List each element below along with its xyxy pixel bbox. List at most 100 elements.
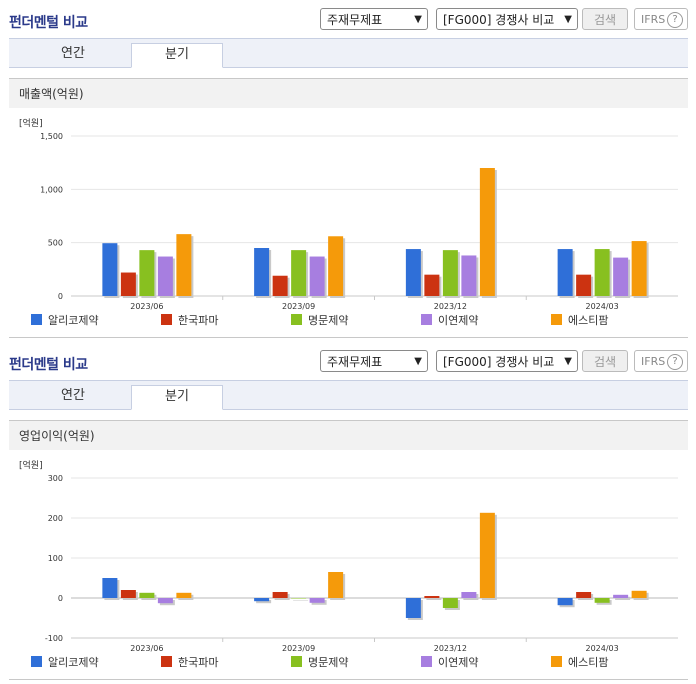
section-header: 펀더멘털 비교 주재무제표 ▼ [FG000] 경쟁사 비교 ▼ 검색 IFRS…	[0, 0, 696, 36]
legend-swatch	[291, 656, 302, 667]
statement-type-value: 주재무제표	[327, 355, 383, 369]
bar	[139, 592, 155, 598]
unit-label: [억원]	[19, 459, 43, 471]
bar	[461, 592, 477, 598]
operating-profit-chart: [억원] -100 0 100 200 300 2023/06 2023/09 2023/12 2…	[9, 450, 688, 682]
help-icon: ?	[667, 12, 683, 28]
y-tick-label: 0	[58, 292, 63, 301]
bar	[442, 250, 458, 296]
bar	[631, 590, 647, 598]
bar	[442, 598, 458, 608]
bar	[139, 250, 155, 296]
x-tick-label: 2023/12	[434, 644, 467, 653]
bar	[176, 592, 192, 598]
legend-label: 에스티팜	[568, 656, 608, 669]
legend-swatch	[291, 314, 302, 325]
section-header: 펀더멘털 비교 주재무제표 ▼ [FG000] 경쟁사 비교 ▼ 검색 IFRS…	[0, 342, 696, 378]
bar	[594, 598, 610, 603]
statement-type-value: 주재무제표	[327, 13, 383, 27]
operating-profit-chart-svg: [억원] -100 0 100 200 300 2023/06 2023/09 2023/12 2…	[19, 459, 678, 669]
bar	[254, 598, 270, 602]
revenue-chart-svg: [억원] 0 500 1,000 1,500 2023/06 2023/09 2023/12 2…	[19, 117, 678, 327]
unit-label: [억원]	[19, 117, 43, 129]
bar	[479, 168, 495, 296]
bar	[479, 512, 495, 598]
x-tick-label: 2023/12	[434, 302, 467, 311]
bar	[576, 592, 592, 598]
section-title: 펀더멘털 비교	[9, 357, 88, 373]
y-tick-label: 500	[48, 239, 63, 248]
y-tick-label: 0	[58, 594, 63, 603]
statement-type-select[interactable]: 주재무제표 ▼	[320, 350, 428, 372]
y-tick-label: 200	[48, 514, 63, 523]
section-divider	[9, 679, 688, 680]
legend-label: 한국파마	[178, 314, 218, 327]
y-tick-label: 1,500	[40, 132, 63, 141]
y-tick-label: 100	[48, 554, 63, 563]
legend-label: 이연제약	[438, 655, 478, 669]
bar	[102, 243, 118, 296]
bar	[157, 256, 173, 296]
legend-swatch	[551, 656, 562, 667]
bar	[102, 578, 118, 598]
period-tabs: 연간 분기	[9, 38, 688, 68]
legend-label: 한국파마	[178, 656, 218, 669]
bar-shadow	[615, 596, 631, 600]
comparison-group-select[interactable]: [FG000] 경쟁사 비교 ▼	[436, 8, 578, 30]
section-divider	[9, 337, 688, 338]
chevron-down-icon: ▼	[414, 14, 422, 25]
tab-annual[interactable]: 연간	[61, 388, 85, 403]
tab-annual[interactable]: 연간	[61, 46, 85, 61]
x-tick-label: 2023/09	[282, 302, 315, 311]
bar	[557, 598, 573, 606]
search-button[interactable]: 검색	[582, 8, 628, 30]
tab-quarterly[interactable]: 분기	[131, 385, 223, 410]
bar	[309, 598, 325, 603]
ifrs-label: IFRS	[641, 355, 666, 368]
bar	[272, 592, 288, 598]
bar	[157, 598, 173, 604]
legend-swatch	[551, 314, 562, 325]
tab-quarterly[interactable]: 분기	[131, 43, 223, 68]
y-tick-label: -100	[45, 634, 63, 643]
ifrs-label: IFRS	[641, 13, 666, 26]
x-tick-label: 2023/06	[130, 644, 163, 653]
period-tabs: 연간 분기	[9, 380, 688, 410]
ifrs-button[interactable]: IFRS ?	[634, 350, 688, 372]
legend-label: 알리코제약	[48, 655, 99, 669]
ifrs-button[interactable]: IFRS ?	[634, 8, 688, 30]
legend-label: 에스티팜	[568, 314, 608, 327]
bar	[557, 249, 573, 296]
bar	[291, 250, 307, 296]
help-icon: ?	[667, 354, 683, 370]
comparison-group-value: [FG000] 경쟁사 비교	[443, 355, 555, 369]
x-tick-label: 2024/03	[586, 302, 619, 311]
comparison-group-select[interactable]: [FG000] 경쟁사 비교 ▼	[436, 350, 578, 372]
bar-shadow	[426, 598, 442, 600]
bar	[631, 241, 647, 296]
legend-swatch	[421, 314, 432, 325]
bar	[424, 596, 440, 598]
bar-shadow	[293, 600, 309, 601]
bar	[291, 598, 307, 599]
comparison-group-value: [FG000] 경쟁사 비교	[443, 13, 555, 27]
legend-swatch	[161, 314, 172, 325]
bar	[176, 234, 192, 296]
chart-subheader: 영업이익(억원)	[9, 420, 688, 450]
bar	[405, 598, 421, 618]
legend-label: 알리코제약	[48, 313, 99, 327]
section-title: 펀더멘털 비교	[9, 15, 88, 31]
statement-type-select[interactable]: 주재무제표 ▼	[320, 8, 428, 30]
chevron-down-icon: ▼	[414, 356, 422, 367]
chevron-down-icon: ▼	[562, 9, 572, 29]
bar-shadow	[256, 600, 272, 604]
search-button[interactable]: 검색	[582, 350, 628, 372]
bar	[120, 272, 136, 296]
x-tick-label: 2024/03	[586, 644, 619, 653]
bar	[254, 248, 270, 296]
bar	[613, 257, 629, 296]
y-tick-label: 300	[48, 474, 63, 483]
chevron-down-icon: ▼	[562, 351, 572, 371]
bar	[405, 249, 421, 296]
bar	[309, 256, 325, 296]
